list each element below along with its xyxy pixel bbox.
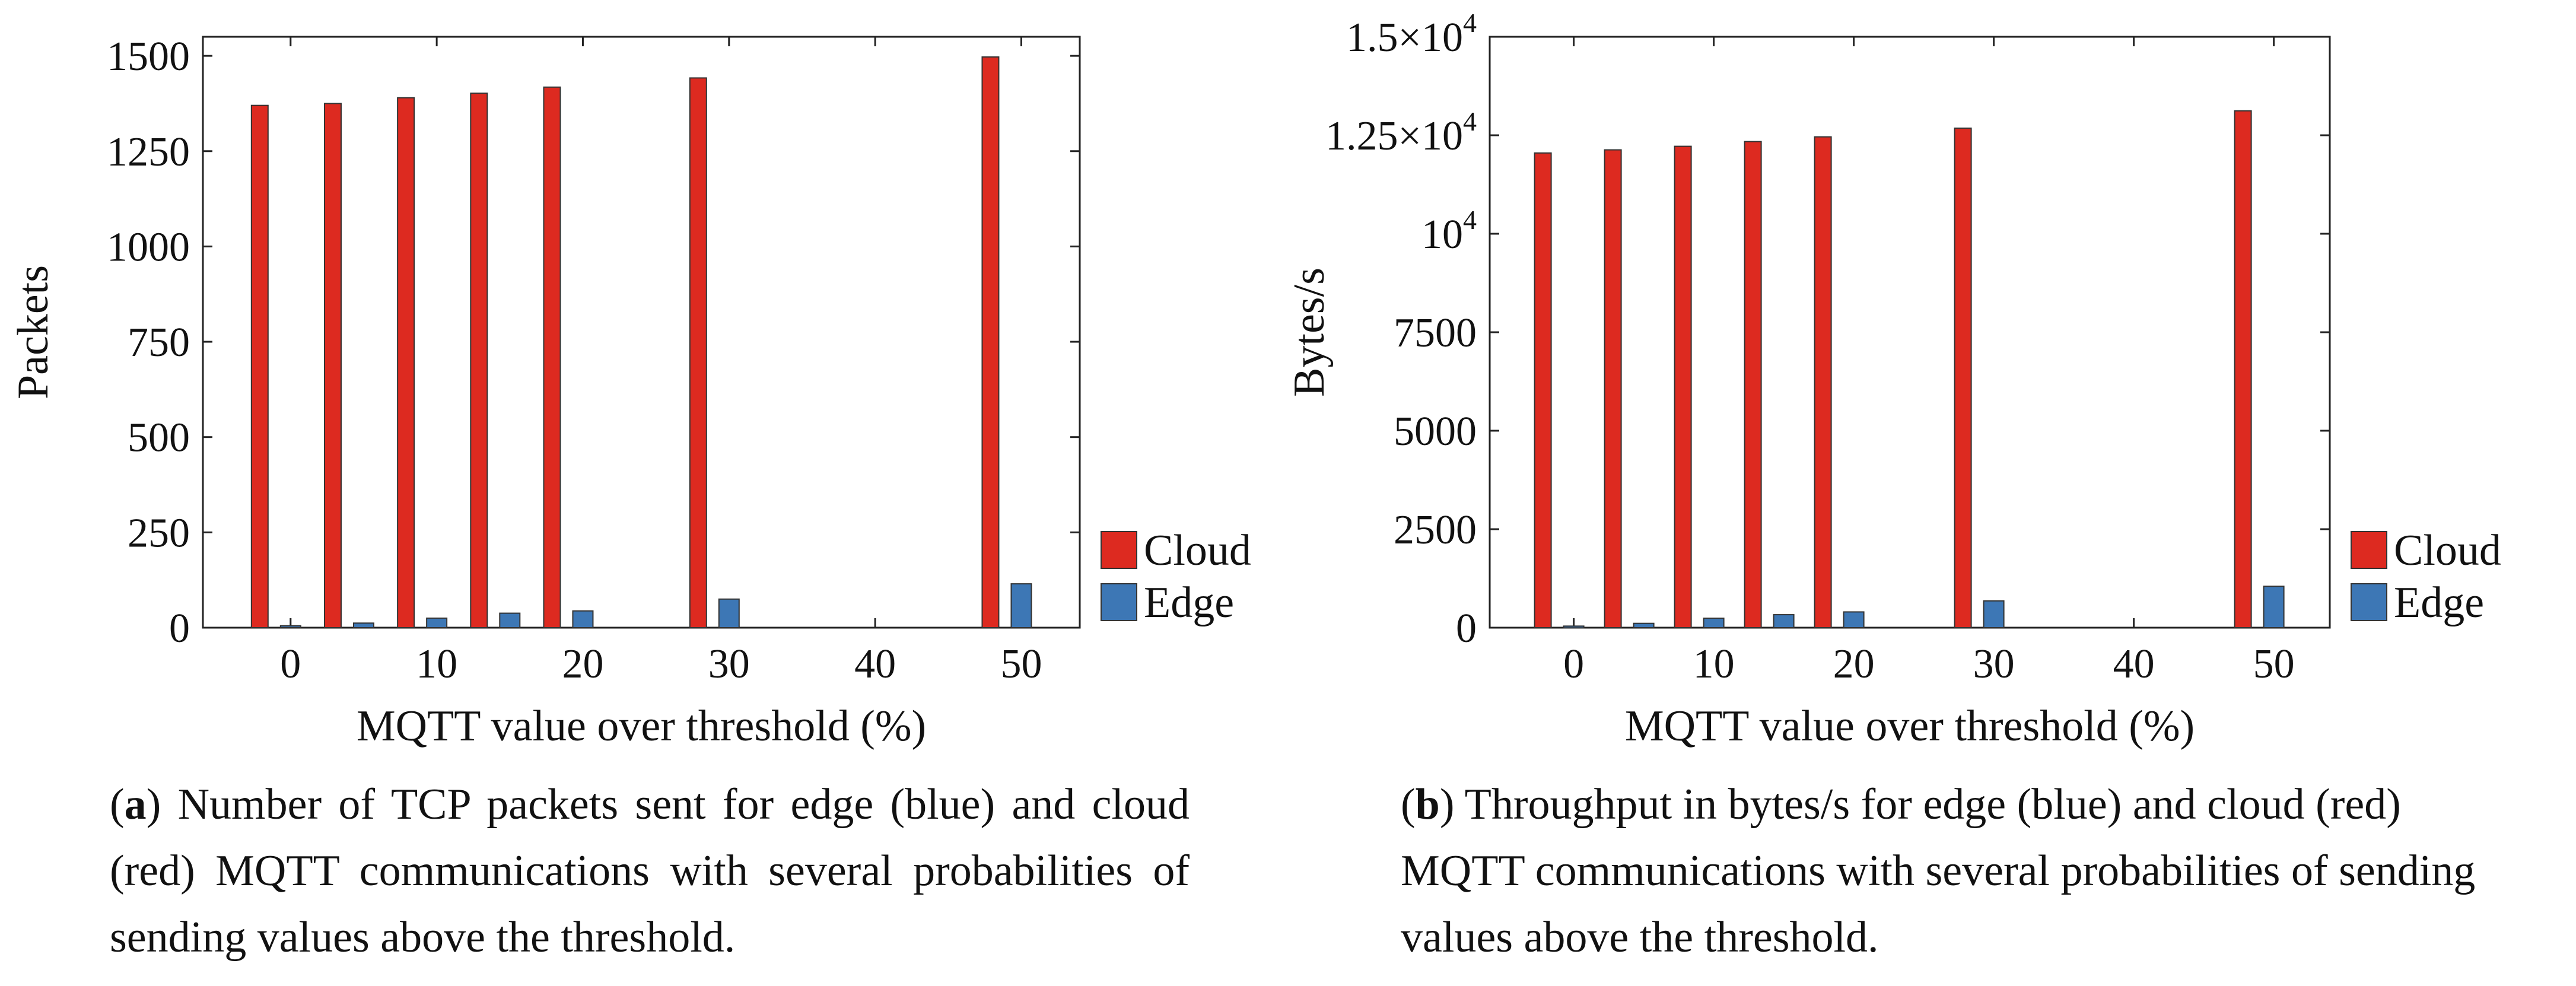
chart-a: 0 250 500 750 1000 1250 1500 0 10 20 30 40 50 MQTT va… [9, 34, 1251, 750]
x-tick-label: 10 [1693, 641, 1735, 687]
legend-swatch-edge [2351, 583, 2387, 621]
bar-cloud [397, 97, 415, 628]
x-tick-label: 0 [1563, 641, 1584, 687]
x-tick-label: 40 [854, 641, 896, 687]
y-tick-label: 1000 [107, 224, 190, 270]
y-tick-label: 500 [128, 415, 190, 461]
bar-cloud [1814, 136, 1832, 628]
x-axis-label: MQTT value over threshold (%) [357, 702, 926, 750]
bar-edge [426, 617, 448, 628]
bar-cloud [2234, 110, 2252, 629]
caption-b-label: b [1415, 780, 1440, 829]
y-tick-label: 1250 [107, 129, 190, 175]
bar-cloud [981, 56, 1000, 629]
x-tick-label: 20 [1833, 641, 1875, 687]
x-tick-label: 30 [708, 641, 750, 687]
caption-a-label: a [124, 780, 147, 829]
legend-label-edge: Edge [2394, 578, 2484, 627]
legend-swatch-cloud [1101, 531, 1137, 569]
y-tick-label: 5000 [1394, 409, 1477, 454]
panel-a: 0 250 500 750 1000 1250 1500 0 10 20 30 40 50 MQTT va… [9, 34, 1251, 971]
x-tick-label: 10 [416, 641, 457, 687]
y-tick-label: 1500 [107, 34, 190, 79]
y-tick-label: 104 [1421, 205, 1477, 257]
bar-edge [1563, 625, 1585, 629]
caption-b-close: ) [1439, 780, 1455, 829]
legend-label-edge: Edge [1144, 578, 1234, 627]
y-tick-label: 0 [1456, 606, 1477, 651]
legend-label-cloud: Cloud [1144, 526, 1251, 575]
bar-cloud [1674, 145, 1692, 629]
x-tick-label: 0 [280, 641, 301, 687]
legend-label-cloud: Cloud [2394, 526, 2501, 575]
x-tick-label: 50 [2253, 641, 2295, 687]
bar-cloud [1744, 141, 1762, 628]
y-tick-label: 750 [128, 320, 190, 365]
bar-cloud [689, 77, 707, 629]
caption-b-text: Throughput in bytes/s for edge (blue) an… [1401, 780, 2476, 962]
bar-cloud [1604, 149, 1622, 628]
legend-swatch-edge [1101, 583, 1137, 621]
caption-b: (b) Throughput in bytes/s for edge (blue… [1401, 771, 2498, 971]
bar-edge [572, 610, 594, 628]
plot-frame [202, 36, 1081, 629]
y-tick-label: 7500 [1394, 310, 1477, 356]
x-tick-label: 40 [2113, 641, 2155, 687]
bar-cloud [543, 86, 561, 629]
x-tick-label: 30 [1973, 641, 2015, 687]
bar-edge [718, 598, 740, 629]
bar-edge [499, 612, 521, 628]
x-tick-label: 50 [1000, 641, 1042, 687]
bar-cloud [323, 103, 342, 629]
caption-a-open: ( [110, 780, 125, 829]
y-axis-label: Bytes/s [1285, 268, 1334, 397]
bar-edge [1703, 618, 1725, 628]
panel-b: 0 2500 5000 7500 104 1.25×104 1.5×104 0 10 20 30 40… [1285, 0, 2576, 986]
bar-cloud [470, 93, 488, 628]
caption-a-text: Number of TCP packets sent for edge (blu… [110, 780, 1190, 962]
bar-edge [1843, 611, 1865, 628]
bar-edge [279, 625, 301, 629]
bar-edge [1773, 614, 1795, 629]
y-tick-label: 1.25×104 [1325, 106, 1477, 159]
caption-b-open: ( [1401, 780, 1416, 829]
bar-edge [1633, 622, 1655, 629]
bar-edge [1010, 583, 1032, 628]
y-axis-label: Packets [9, 265, 58, 399]
bar-edge [2263, 586, 2285, 629]
bar-cloud [250, 104, 269, 629]
bar-cloud [1534, 152, 1552, 628]
y-tick-label: 2500 [1394, 507, 1477, 553]
caption-a: (a) Number of TCP packets sent for edge … [110, 771, 1190, 971]
bar-edge [352, 622, 374, 629]
caption-a-close: ) [146, 780, 161, 829]
y-tick-label: 0 [169, 606, 190, 651]
bar-cloud [1954, 128, 1972, 629]
x-tick-label: 20 [562, 641, 603, 687]
y-tick-label: 250 [128, 510, 190, 556]
legend-swatch-cloud [2351, 531, 2387, 569]
y-tick-label: 1.5×104 [1346, 8, 1477, 61]
chart-b: 0 2500 5000 7500 104 1.25×104 1.5×104 0 10 20 30 40… [1285, 8, 2501, 750]
bar-edge [1983, 600, 2005, 629]
x-axis-label: MQTT value over threshold (%) [1625, 702, 2195, 750]
